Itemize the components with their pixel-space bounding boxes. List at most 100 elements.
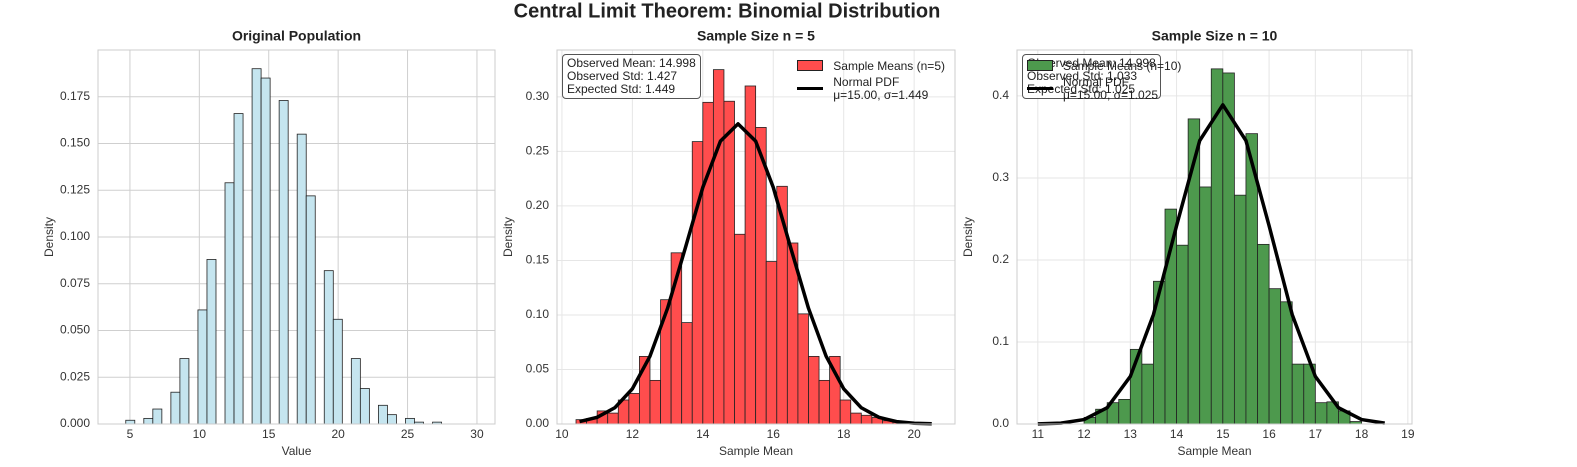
x-tick-label: 14	[696, 427, 710, 441]
x-tick-label: 10	[555, 427, 569, 441]
x-tick-label: 14	[1170, 427, 1184, 441]
histogram-bar	[628, 393, 640, 425]
y-tick-label: 0.0	[992, 416, 1009, 430]
x-tick-label: 15	[1216, 427, 1230, 441]
x-tick-label: 18	[1355, 427, 1369, 441]
histogram-bar	[251, 68, 262, 425]
y-tick-label: 0.25	[526, 144, 550, 158]
histogram-bar	[387, 414, 397, 425]
histogram-bar	[681, 322, 693, 425]
y-tick-label: 0.30	[526, 89, 550, 103]
histogram-bar	[755, 127, 767, 425]
x-tick-label: 10	[193, 427, 207, 441]
x-tick-label: 30	[470, 427, 484, 441]
histogram-bar	[1176, 244, 1189, 425]
x-tick-label: 12	[626, 427, 640, 441]
y-tick-label: 0.00	[526, 416, 550, 430]
y-tick-label: 0.15	[526, 253, 550, 267]
histogram-bar	[377, 404, 388, 425]
chart-title: Sample Size n = 5	[697, 28, 815, 44]
histogram-bar	[260, 77, 271, 425]
histogram-bar	[649, 379, 661, 425]
plot-frame	[1016, 49, 1413, 425]
legend-label: Normal PDF μ=15.00, σ=1.025	[1063, 75, 1159, 102]
histogram-bar	[1233, 194, 1247, 425]
histogram-bar	[278, 100, 289, 425]
x-tick-label: 19	[1401, 427, 1415, 441]
x-axis-label: Sample Mean	[719, 444, 793, 458]
legend-handle	[797, 60, 824, 71]
x-tick-label: 20	[907, 427, 921, 441]
chart-title: Original Population	[232, 28, 361, 44]
pdf-line	[579, 122, 932, 426]
y-axis-label: Density	[961, 217, 975, 257]
x-tick-label: 12	[1077, 427, 1091, 441]
histogram-bar	[808, 355, 820, 425]
histogram-bar	[1268, 288, 1282, 425]
histogram-bar	[734, 233, 746, 425]
histogram-bar	[296, 133, 307, 425]
x-tick-label: 17	[1309, 427, 1323, 441]
histogram-bar	[197, 309, 208, 425]
plot-frame	[97, 49, 496, 425]
y-tick-label: 0.10	[526, 307, 550, 321]
y-tick-label: 0.20	[526, 198, 550, 212]
histogram-bar	[1314, 402, 1328, 425]
stats-box: Observed Mean: 14.998 Observed Std: 1.42…	[562, 54, 701, 99]
histogram-bar	[233, 113, 244, 425]
histogram-bar	[1118, 398, 1131, 425]
legend-entry: Sample Means (n=10)	[1027, 60, 1181, 73]
histogram-bar	[818, 379, 831, 425]
histogram-bar	[405, 417, 415, 425]
y-tick-label: 0.100	[60, 229, 90, 243]
histogram-bar	[765, 261, 778, 425]
y-tick-label: 0.175	[60, 89, 90, 103]
x-axis-label: Sample Mean	[1177, 444, 1251, 458]
y-axis-label: Density	[501, 217, 515, 257]
histogram-bar	[350, 358, 361, 425]
legend-handle	[1027, 60, 1053, 71]
y-tick-label: 0.075	[60, 276, 90, 290]
x-tick-label: 16	[767, 427, 781, 441]
histogram-bar	[206, 259, 217, 425]
x-tick-label: 20	[331, 427, 345, 441]
legend-handle	[1027, 87, 1053, 90]
x-axis-label: Value	[282, 444, 312, 458]
legend-handle	[797, 87, 824, 90]
histogram-bar	[143, 417, 154, 425]
histogram-bar	[170, 391, 181, 425]
histogram-bar	[125, 419, 136, 425]
legend-label: Normal PDF μ=15.00, σ=1.449	[833, 75, 929, 102]
histogram-bar	[332, 318, 343, 425]
x-tick-label: 16	[1262, 427, 1276, 441]
y-tick-label: 0.125	[60, 182, 90, 196]
histogram-bar	[323, 270, 334, 425]
histogram-bar	[702, 101, 714, 425]
plot-frame	[556, 49, 956, 425]
histogram-bar	[179, 358, 190, 425]
x-tick-label: 11	[1032, 427, 1045, 441]
histogram-bar	[1199, 186, 1212, 425]
histogram-bar	[712, 69, 725, 425]
x-tick-label: 18	[837, 427, 851, 441]
histogram-bar	[607, 412, 619, 425]
x-tick-label: 15	[262, 427, 276, 441]
histogram-bar	[305, 195, 316, 425]
figure-title: Central Limit Theorem: Binomial Distribu…	[514, 0, 941, 22]
legend-label: Sample Means (n=10)	[1063, 59, 1182, 73]
histogram-bar	[1280, 301, 1293, 425]
histogram-bar	[723, 100, 735, 425]
y-tick-label: 0.000	[60, 416, 90, 430]
legend-label: Sample Means (n=5)	[833, 59, 945, 73]
x-tick-label: 13	[1124, 427, 1138, 441]
legend: Sample Means (n=5) Normal PDF μ=15.00, σ=…	[797, 60, 945, 105]
histogram-bar	[359, 388, 370, 425]
legend-entry: Normal PDF μ=15.00, σ=1.449	[797, 76, 945, 102]
y-tick-label: 0.4	[992, 88, 1009, 102]
histogram-bar	[152, 408, 163, 425]
x-tick-label: 25	[401, 427, 415, 441]
y-axis-label: Density	[42, 217, 56, 257]
y-tick-label: 0.3	[992, 170, 1009, 184]
y-tick-label: 0.050	[60, 323, 90, 337]
